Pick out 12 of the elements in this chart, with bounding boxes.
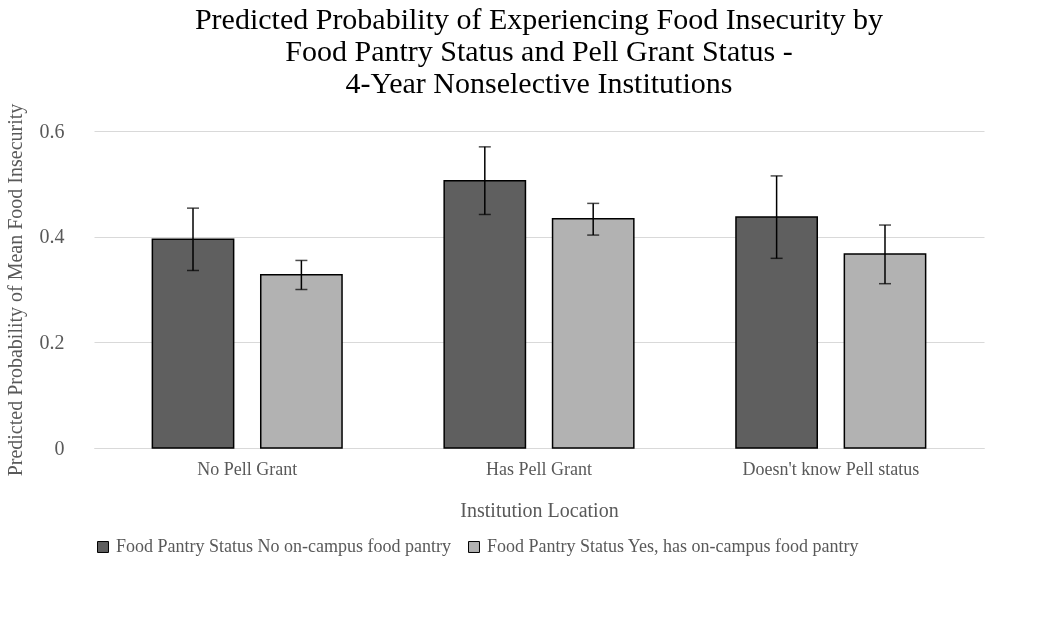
y-tick-label: 0.4	[39, 225, 65, 248]
y-tick-label: 0.6	[39, 119, 65, 142]
x-axis-title: Institution Location	[460, 498, 619, 521]
legend-label: Food Pantry Status Yes, has on-campus food pantry	[487, 536, 859, 556]
chart-title: Predicted Probability of Experiencing Food Insecurity by Food Pantry Status and Pell Grant Status - 4-Year Nonselective Institutions	[194, 2, 884, 100]
x-tick-label: No Pell Grant	[197, 458, 298, 479]
y-tick-label: 0	[54, 436, 65, 459]
x-tick-label: Has Pell Grant	[486, 458, 592, 479]
legend-label: Food Pantry Status No on-campus food pantry	[116, 536, 451, 556]
y-axis-title: Predicted Probability of Mean Food Insecurity	[3, 103, 27, 477]
y-tick-label: 0.2	[39, 330, 65, 353]
x-tick-label: Doesn't know Pell status	[742, 458, 920, 479]
